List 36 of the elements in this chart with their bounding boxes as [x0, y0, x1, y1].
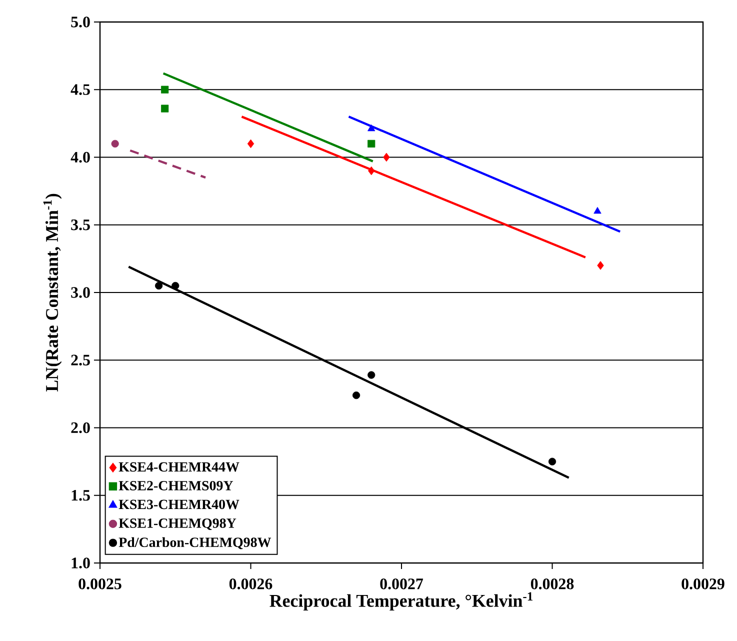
x-tick-label: 0.0026	[229, 578, 272, 590]
legend-label: KSE3-CHEMR40W	[118, 500, 240, 510]
y-tick-label: 3.0	[71, 287, 90, 298]
y-tick-label: 4.0	[70, 152, 90, 163]
point	[352, 391, 360, 400]
y-tick-label: 5.0	[71, 16, 90, 28]
legend-label: KSE4-CHEMR44W	[118, 462, 240, 472]
point	[161, 104, 169, 112]
legend-label: KSE1-CHEMQ98Y	[118, 518, 236, 530]
point	[154, 282, 163, 290]
x-axis-title: Reciprocal Temperature, °Kelvin$^{-1}$	[270, 592, 533, 611]
y-tick-label: 2.0	[71, 422, 90, 434]
point	[172, 282, 180, 290]
point	[368, 124, 376, 132]
y-axis-title: LN(Rate Constant, Min$^{-1}$)	[43, 194, 62, 392]
point	[383, 152, 390, 162]
point	[368, 371, 376, 379]
point	[597, 261, 604, 270]
point	[548, 458, 556, 466]
point	[594, 206, 602, 214]
x-tick-label: 0.0025	[78, 578, 122, 590]
x-tick-label: 0.0029	[682, 578, 724, 590]
point	[368, 166, 375, 176]
point	[368, 140, 376, 148]
y-tick-label: 1.5	[72, 490, 90, 501]
y-tick-label: 3.5	[71, 219, 90, 230]
point	[247, 139, 254, 148]
y-tick-label: 4.5	[70, 84, 90, 95]
x-tick-label: 0.0027	[380, 578, 424, 590]
y-tick-label: 2.5	[71, 354, 90, 366]
y-tick-label: 1.0	[72, 558, 90, 568]
point	[161, 86, 169, 94]
legend-label: KSE2-CHEMS09Y	[118, 480, 234, 490]
point	[111, 140, 119, 148]
legend-label: Pd/Carbon-CHEMQ98W	[118, 537, 272, 550]
x-tick-label: 0.0028	[530, 578, 574, 590]
